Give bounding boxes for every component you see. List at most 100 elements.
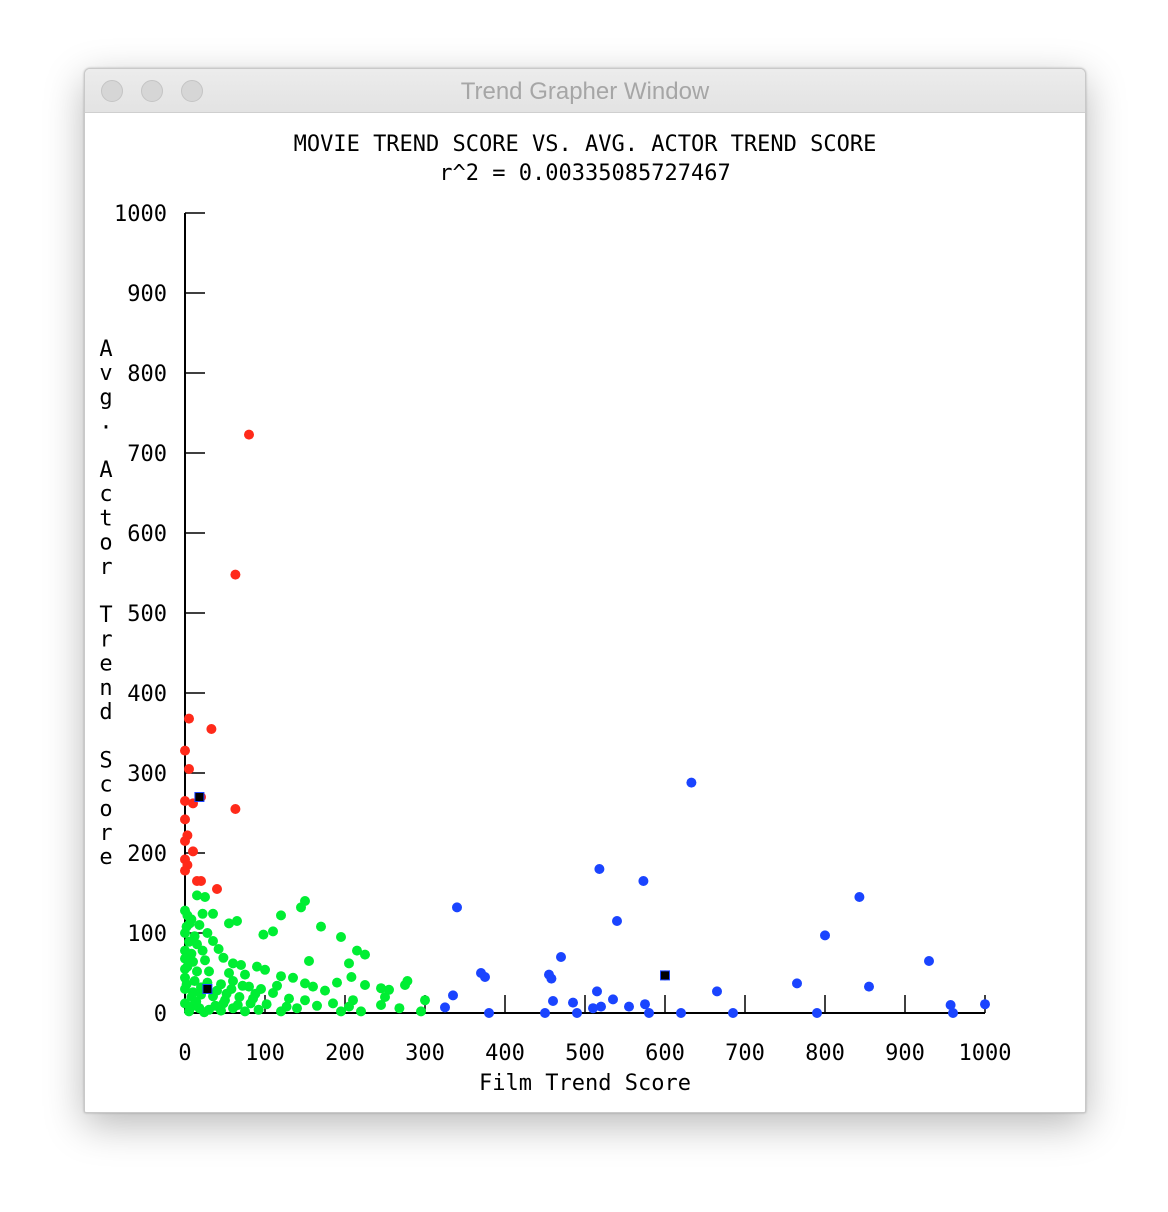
y-tick-label: 400 (127, 682, 167, 707)
minimize-button[interactable] (141, 80, 163, 102)
x-tick-label: 600 (645, 1041, 685, 1066)
data-point (232, 1000, 243, 1010)
y-tick-label: 700 (127, 442, 167, 467)
data-point (181, 979, 192, 990)
data-point (191, 996, 202, 1007)
data-point (180, 796, 190, 806)
data-point (276, 971, 286, 982)
x-tick-label: 300 (405, 1041, 445, 1066)
data-point (440, 1002, 450, 1013)
data-point (212, 985, 222, 996)
data-point (268, 926, 278, 937)
data-point (300, 978, 310, 989)
y-tick-label: 500 (127, 602, 167, 627)
data-point (864, 981, 874, 992)
x-axis-label: Film Trend Score (479, 1071, 691, 1096)
data-point (608, 994, 618, 1005)
data-point (208, 908, 218, 919)
data-point (180, 814, 190, 825)
data-point (189, 976, 200, 986)
data-point (712, 986, 722, 997)
data-point (980, 999, 990, 1010)
data-point (624, 1001, 634, 1012)
title-bar[interactable]: Trend Grapher Window (85, 69, 1085, 113)
data-point (252, 961, 262, 972)
data-point (640, 999, 650, 1010)
data-point (240, 969, 250, 980)
data-point (394, 1003, 405, 1014)
data-point (220, 995, 230, 1006)
data-point (230, 569, 241, 580)
x-tick-label: 200 (325, 1041, 365, 1066)
data-point (332, 977, 342, 988)
data-point (200, 955, 210, 966)
data-point (245, 998, 256, 1009)
data-point (218, 952, 229, 963)
data-point (792, 978, 802, 989)
data-point (184, 936, 194, 947)
data-point (210, 1000, 221, 1011)
data-point (261, 999, 272, 1010)
data-point (192, 966, 202, 977)
data-point (484, 1008, 494, 1018)
chart-area: MOVIE TREND SCORE VS. AVG. ACTOR TREND S… (85, 113, 1085, 1112)
zoom-button[interactable] (181, 80, 203, 102)
data-point (945, 1000, 956, 1010)
x-tick-label: 700 (725, 1041, 765, 1066)
data-point (612, 916, 622, 926)
data-point (292, 1003, 302, 1014)
data-point (236, 960, 246, 970)
data-point (948, 1008, 958, 1018)
data-point (200, 892, 210, 902)
y-tick-label: 200 (127, 842, 167, 867)
data-point (184, 918, 195, 929)
scatter-chart: MOVIE TREND SCORE VS. AVG. ACTOR TREND S… (99, 132, 1012, 1096)
data-point (344, 958, 354, 969)
data-point (480, 972, 490, 982)
x-tick-label: 800 (805, 1041, 845, 1066)
x-tick-label: 1000 (959, 1041, 1012, 1066)
data-point (596, 1001, 606, 1012)
data-point (232, 916, 242, 926)
data-point (268, 988, 278, 998)
data-point (288, 972, 298, 983)
y-tick-label: 800 (127, 362, 167, 387)
chart-subtitle: r^2 = 0.00335085727467 (439, 161, 730, 186)
data-point (316, 921, 326, 932)
data-point (356, 1006, 366, 1017)
data-point (180, 745, 190, 756)
data-point (638, 876, 649, 886)
y-tick-label: 100 (127, 922, 167, 947)
window-title: Trend Grapher Window (460, 78, 710, 105)
data-point (284, 993, 294, 1004)
trend-grapher-window: Trend Grapher Window MOVIE TREND SCORE V… (84, 68, 1086, 1113)
data-point (594, 864, 605, 874)
data-point (202, 928, 213, 938)
data-point (376, 1000, 386, 1010)
data-point (258, 929, 269, 940)
data-point (556, 952, 566, 962)
y-tick-label: 900 (127, 282, 167, 307)
data-point (448, 990, 458, 1001)
data-point (204, 966, 214, 977)
close-button[interactable] (101, 80, 123, 102)
data-point (820, 930, 830, 941)
data-point (228, 976, 238, 986)
data-point (194, 920, 205, 930)
data-point (452, 902, 462, 913)
data-point (184, 764, 194, 774)
data-point (588, 1003, 598, 1014)
x-tick-label: 500 (565, 1041, 605, 1066)
data-point (676, 1008, 686, 1018)
data-point (199, 1007, 210, 1018)
data-point (352, 945, 362, 956)
data-point (184, 713, 194, 724)
data-point (312, 1000, 322, 1011)
data-point (416, 1006, 426, 1017)
data-point (230, 804, 241, 814)
data-point (344, 1001, 354, 1012)
data-point (188, 846, 198, 857)
data-point (180, 865, 190, 876)
data-point (253, 1004, 264, 1015)
